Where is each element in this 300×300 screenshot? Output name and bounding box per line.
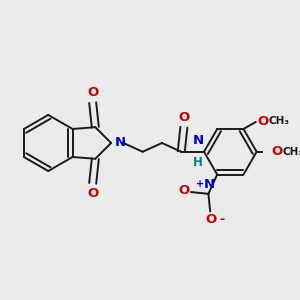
Text: O: O xyxy=(178,184,189,197)
Text: O: O xyxy=(87,86,98,99)
Text: -: - xyxy=(220,213,225,226)
Text: N: N xyxy=(192,134,203,147)
Text: O: O xyxy=(272,145,283,158)
Text: O: O xyxy=(178,111,190,124)
Text: CH₃: CH₃ xyxy=(282,147,300,157)
Text: CH₃: CH₃ xyxy=(268,116,289,126)
Text: O: O xyxy=(257,115,269,128)
Text: N: N xyxy=(115,136,126,149)
Text: O: O xyxy=(87,187,98,200)
Text: H: H xyxy=(193,156,203,169)
Text: N: N xyxy=(204,178,215,191)
Text: O: O xyxy=(206,213,217,226)
Text: +: + xyxy=(196,179,204,189)
